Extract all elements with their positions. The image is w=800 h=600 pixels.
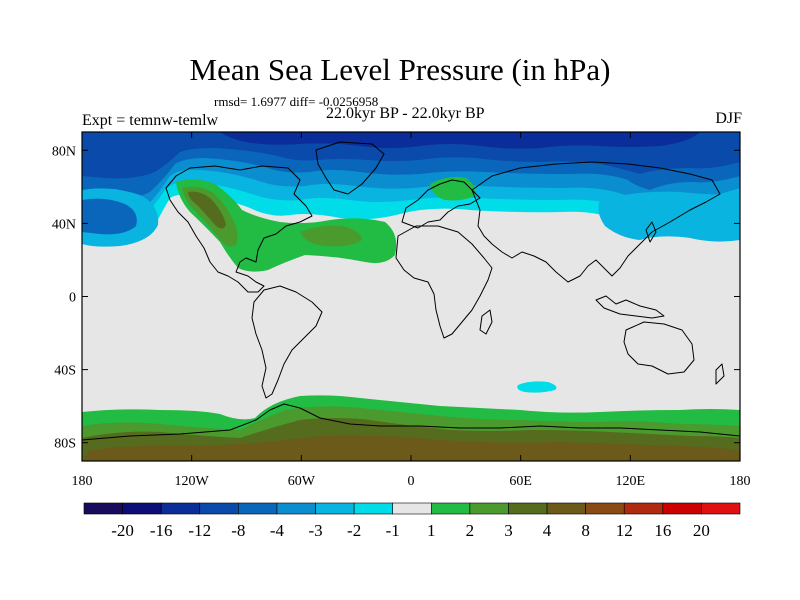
contour-atl-pos2 [300,225,362,247]
colorbar-swatch [238,502,278,515]
lon-tick-label: 0 [408,474,415,489]
lon-tick-label: 180 [72,474,93,489]
longitude-axis: 180 120W 60W 0 60E 120E 180 [72,132,751,489]
stats-label: rmsd= 1.6977 diff= -0.0256958 [214,94,379,109]
colorbar-label: 8 [581,521,590,540]
colorbar: -20 -16 -12 -8 -4 -3 -2 -1 1 2 3 4 8 12 16 20 [83,502,741,540]
colorbar-swatch [430,502,471,515]
colorbar-label: 3 [504,521,513,540]
coast-asia [471,161,721,283]
lon-tick-label: 120E [616,474,646,489]
colorbar-label: -8 [231,521,245,540]
colorbar-swatch [160,502,201,515]
colorbar-swatch [701,502,741,515]
colorbar-label: 16 [654,521,671,540]
contour-eu-pos1 [430,176,475,201]
colorbar-swatch [469,502,509,515]
contour-arctic-neg12 [220,132,700,149]
colorbar-swatch [122,502,162,515]
contour-na-pos3 [188,191,226,229]
lat-tick-label: 40S [54,364,76,379]
coast-africa [395,225,493,339]
experiment-label: Expt = temnw-temlw [82,112,219,129]
colorbar-swatch [585,502,625,515]
colorbar-swatch [199,502,239,515]
contour-so-neg1 [517,381,557,393]
lon-tick-label: 60W [288,474,316,489]
colorbar-label: 1 [427,521,436,540]
season-label: DJF [715,110,742,127]
colorbar-label: -3 [308,521,322,540]
latitude-axis: 80N 40N 0 40S 80S [52,144,740,452]
colorbar-swatch [392,502,432,515]
coast-south-america [251,285,323,399]
pressure-field [82,132,740,461]
period-label: 22.0kyr BP - 22.0kyr BP [326,105,485,122]
colorbar-label: 12 [616,521,633,540]
colorbar-swatch [546,502,586,515]
coast-europe [401,179,481,229]
colorbar-swatch [353,502,394,515]
coast-new-zealand [715,363,725,385]
colorbar-swatch [623,502,664,515]
colorbar-label: 20 [693,521,710,540]
coast-antarctica [82,403,740,441]
contour-pacific-neg4 [82,198,137,235]
lat-tick-label: 40N [52,217,76,232]
coast-north-america [165,165,313,293]
map-title: Mean Sea Level Pressure (in hPa) [189,52,611,87]
lat-tick-label: 0 [69,291,76,306]
colorbar-swatch [315,502,355,515]
colorbar-label: -16 [150,521,173,540]
contour-south-pos4 [82,435,740,461]
coast-australia [623,321,695,375]
contour-siberia-neg2 [598,191,740,242]
colorbar-label: -20 [111,521,134,540]
lat-tick-label: 80S [54,437,76,452]
lon-tick-label: 180 [730,474,751,489]
colorbar-swatch [508,502,548,515]
coastlines [82,141,740,441]
colorbar-swatch [83,502,123,515]
colorbar-swatch [276,502,316,515]
lon-tick-label: 120W [175,474,210,489]
colorbar-label: -1 [386,521,400,540]
coast-japan [645,221,657,243]
lon-tick-label: 60E [509,474,532,489]
colorbar-swatch [662,502,702,515]
colorbar-label: -12 [188,521,211,540]
lat-tick-label: 80N [52,144,76,159]
colorbar-label: 4 [543,521,552,540]
colorbar-label: 2 [466,521,475,540]
coast-greenland [315,141,385,195]
colorbar-label: -4 [270,521,285,540]
coast-madagascar [479,309,493,335]
coast-maritime-se-asia [595,295,665,319]
colorbar-label: -2 [347,521,361,540]
